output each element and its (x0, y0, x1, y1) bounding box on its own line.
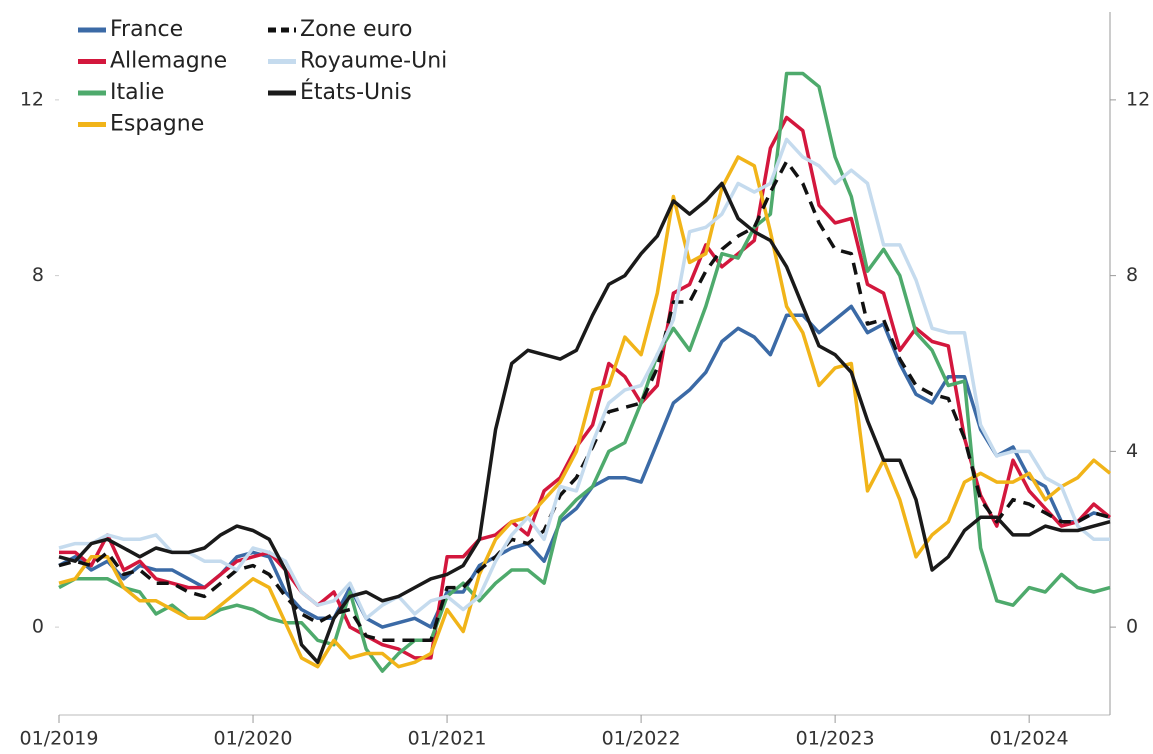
y2-tick-label: 0 (1126, 616, 1138, 638)
y-tick-label: 12 (20, 88, 44, 110)
legend-label: Allemagne (110, 49, 227, 74)
legend-label: France (110, 17, 183, 42)
legend-label: Italie (110, 80, 164, 105)
legend-label: États-Unis (300, 79, 412, 105)
y-tick-label: 8 (32, 264, 44, 286)
legend-label: Espagne (110, 112, 204, 137)
legend-label: Royaume-Uni (300, 49, 447, 74)
x-tick-label: 01/2023 (796, 728, 875, 750)
series-line (58, 304, 1111, 629)
legend-label: Zone euro (300, 17, 413, 42)
x-tick-label: 01/2020 (214, 728, 293, 750)
y2-tick-label: 8 (1126, 264, 1138, 286)
x-tick-label: 01/2019 (20, 728, 99, 750)
x-tick-label: 01/2022 (602, 728, 681, 750)
y-tick-label: 0 (32, 616, 44, 638)
series-line (59, 115, 1112, 660)
series-line (58, 137, 1110, 621)
y2-tick-label: 12 (1126, 88, 1150, 110)
x-tick-label: 01/2021 (408, 728, 487, 750)
x-tick-label: 01/2024 (990, 728, 1069, 750)
series-line (58, 159, 1111, 643)
series-line (58, 71, 1111, 673)
series-line (58, 181, 1111, 665)
series-line (58, 155, 1112, 669)
y2-tick-label: 4 (1126, 440, 1138, 462)
